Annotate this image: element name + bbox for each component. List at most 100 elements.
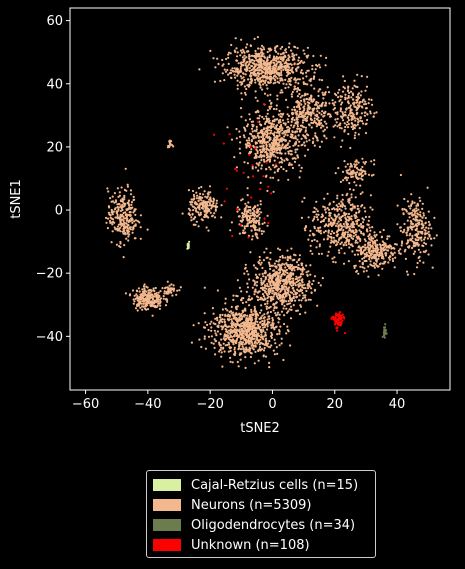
data-point: [156, 300, 160, 303]
data-point: [376, 251, 379, 255]
data-point: [325, 122, 328, 125]
data-point: [263, 160, 266, 163]
data-point: [348, 182, 351, 185]
data-point: [428, 224, 431, 227]
data-point: [303, 115, 306, 118]
data-point: [276, 135, 279, 138]
data-point: [194, 216, 197, 219]
data-point: [311, 252, 314, 255]
data-point: [269, 290, 272, 293]
data-point: [330, 317, 333, 320]
data-point: [206, 192, 209, 195]
data-point: [237, 62, 240, 65]
data-point: [231, 326, 234, 329]
data-point: [208, 204, 211, 207]
data-point: [257, 75, 260, 78]
data-point: [117, 223, 120, 226]
data-point: [345, 239, 348, 242]
data-point: [138, 221, 141, 224]
data-point: [197, 225, 200, 228]
data-point: [383, 248, 386, 251]
data-point: [336, 113, 339, 116]
data-point: [326, 192, 329, 195]
data-point: [228, 346, 231, 349]
data-point: [264, 67, 267, 70]
data-point: [272, 176, 275, 179]
data-point: [290, 305, 293, 308]
data-point: [279, 91, 282, 94]
data-point: [268, 166, 271, 169]
data-point: [275, 72, 278, 75]
data-point: [331, 257, 334, 260]
data-point: [246, 218, 249, 221]
data-point: [399, 173, 402, 177]
data-point: [229, 328, 232, 331]
data-point: [192, 223, 195, 226]
data-point: [344, 207, 347, 210]
data-point: [327, 112, 330, 115]
data-point: [249, 132, 252, 135]
data-point: [262, 117, 265, 120]
data-point: [348, 106, 351, 109]
data-point: [304, 154, 307, 157]
data-point: [239, 75, 242, 78]
data-point: [274, 342, 277, 345]
data-point: [256, 281, 259, 284]
data-point: [230, 305, 233, 308]
data-point: [286, 106, 289, 109]
data-point: [137, 287, 140, 290]
data-point: [364, 102, 368, 106]
data-point: [273, 159, 276, 162]
data-point: [358, 229, 361, 232]
data-point: [300, 144, 303, 147]
data-point: [296, 148, 299, 151]
data-point: [414, 244, 417, 247]
data-point: [391, 259, 395, 263]
data-point: [319, 54, 322, 57]
data-point: [246, 125, 249, 128]
data-point: [119, 205, 122, 208]
data-point: [364, 89, 367, 92]
data-point: [418, 259, 421, 262]
data-point: [259, 200, 262, 203]
data-point: [254, 90, 257, 93]
data-point: [235, 334, 238, 337]
data-point: [246, 282, 249, 285]
data-point: [277, 56, 280, 60]
data-point: [272, 154, 275, 157]
data-point: [369, 260, 372, 263]
data-point: [128, 220, 132, 223]
data-point: [116, 187, 119, 190]
data-point: [251, 207, 254, 211]
data-point: [250, 64, 253, 68]
data-point: [291, 52, 294, 55]
data-point: [240, 312, 243, 315]
data-point: [266, 282, 269, 285]
data-point: [246, 286, 250, 289]
data-point: [269, 127, 272, 130]
data-point: [304, 126, 308, 129]
data-point: [247, 339, 250, 342]
data-point: [208, 185, 212, 188]
data-point: [324, 102, 328, 105]
data-point: [141, 305, 144, 308]
data-point: [295, 100, 299, 103]
data-point: [315, 103, 318, 107]
data-point: [256, 117, 259, 120]
data-point: [217, 62, 220, 66]
data-point: [381, 253, 384, 256]
data-point: [336, 230, 339, 233]
data-point: [255, 128, 258, 131]
data-point: [391, 252, 394, 256]
data-point: [289, 281, 292, 284]
data-point: [293, 124, 296, 127]
data-point: [294, 142, 298, 145]
data-point: [112, 210, 115, 213]
data-point: [260, 129, 263, 132]
data-point: [280, 56, 283, 59]
data-point: [343, 122, 346, 125]
data-point: [224, 328, 227, 331]
data-point: [312, 210, 315, 214]
data-point: [337, 220, 340, 223]
data-point: [114, 216, 117, 219]
